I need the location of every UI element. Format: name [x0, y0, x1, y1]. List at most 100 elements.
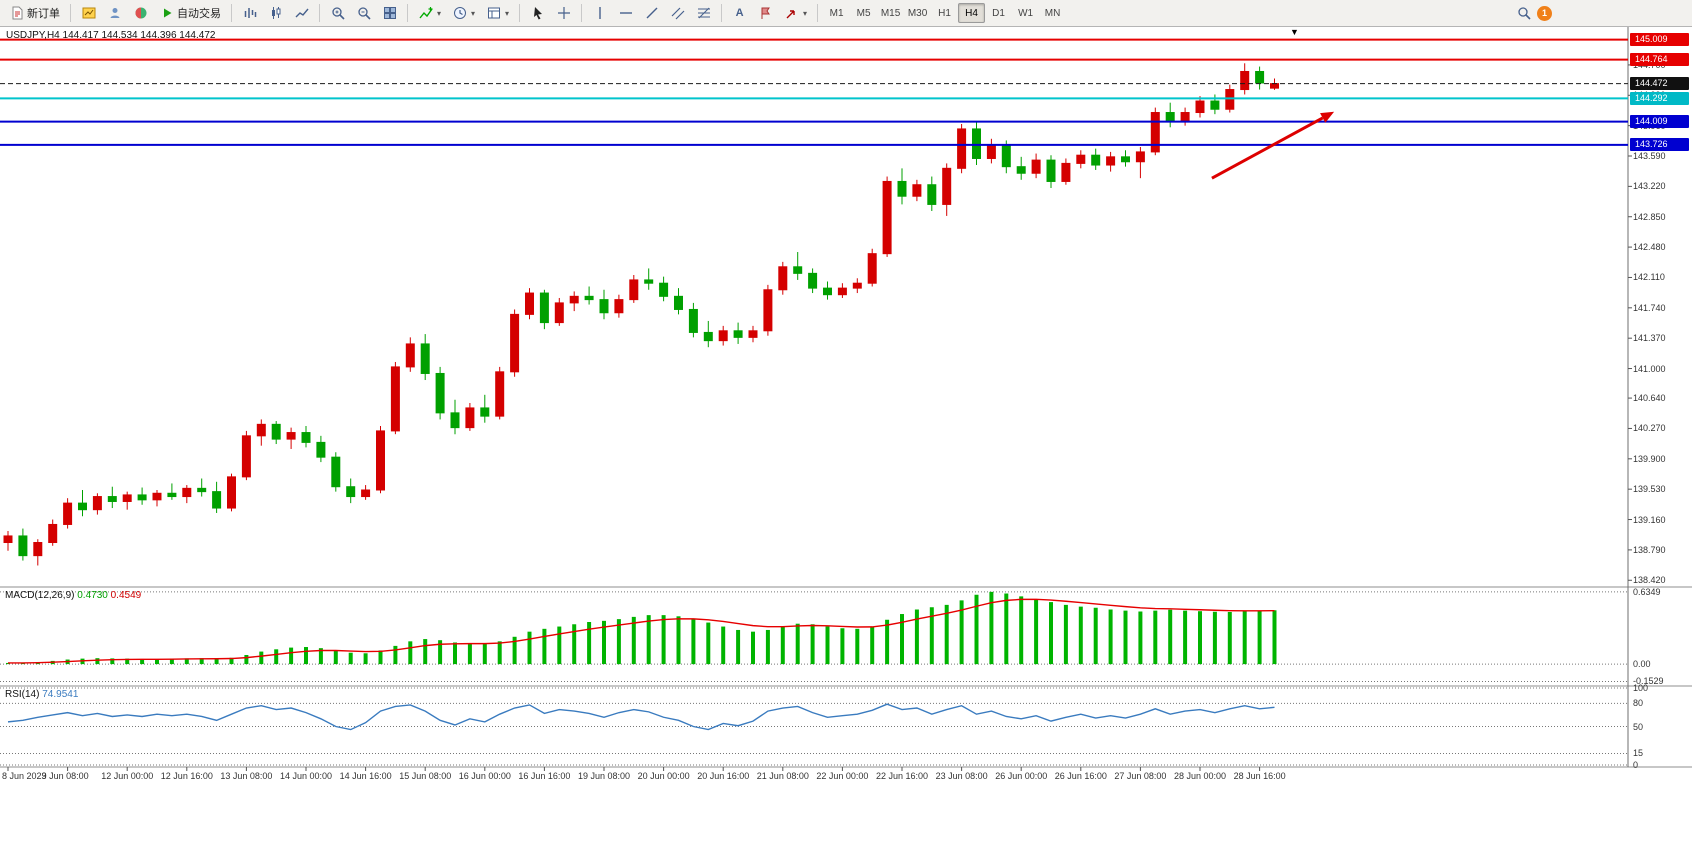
candle	[733, 330, 743, 338]
cursor-tool-button[interactable]	[525, 2, 550, 24]
candle	[793, 266, 803, 274]
candle	[584, 295, 594, 301]
crosshair-tool-button[interactable]	[551, 2, 576, 24]
candle	[674, 295, 683, 310]
timeframe-mn[interactable]: MN	[1044, 7, 1061, 19]
candle	[927, 184, 937, 205]
candle	[107, 496, 117, 502]
candlestick-series	[3, 63, 1279, 566]
trendline-icon	[644, 6, 659, 21]
candle	[63, 502, 73, 525]
zoom-in-button[interactable]	[325, 2, 350, 24]
candle	[3, 535, 13, 544]
candle	[1076, 154, 1086, 164]
timeframe-m30[interactable]: M30	[907, 7, 928, 19]
rsi-panel-label: RSI(14) 74.9541	[5, 689, 78, 700]
chevron-down-icon: ▾	[803, 8, 808, 18]
candle	[614, 299, 624, 314]
rsi-line	[7, 703, 1275, 731]
candle	[912, 184, 922, 197]
indicators-button[interactable]: ▾	[413, 2, 446, 24]
zoom-out-button[interactable]	[351, 2, 376, 24]
tile-windows-icon	[382, 6, 397, 21]
candle	[346, 486, 356, 498]
autotrading-icon	[159, 6, 174, 21]
candle	[420, 343, 430, 374]
candle	[1195, 100, 1205, 114]
notification-badge[interactable]: 1	[1537, 5, 1552, 21]
candle	[525, 292, 534, 315]
candle	[167, 492, 177, 498]
market-watch-button[interactable]	[128, 2, 153, 24]
profiles-button[interactable]	[102, 2, 127, 24]
candle	[480, 407, 490, 417]
timeframe-m1[interactable]: M1	[829, 7, 844, 19]
toolbar-separator	[319, 4, 320, 22]
toolbar-separator	[721, 4, 723, 22]
timeframe-h4[interactable]: H4	[958, 3, 986, 23]
candle	[1091, 154, 1101, 166]
new-order-icon	[9, 6, 24, 21]
label-tool-button[interactable]	[753, 2, 778, 24]
candle	[376, 430, 385, 491]
periods-button[interactable]: ▾	[447, 2, 480, 24]
line-chart-button[interactable]	[289, 2, 314, 24]
chart-shift-marker[interactable]: ▼	[1290, 27, 1299, 37]
fibonacci-tool-button[interactable]	[691, 2, 716, 24]
label-icon	[758, 6, 773, 21]
bar-chart-button[interactable]	[237, 2, 262, 24]
channel-tool-button[interactable]	[665, 2, 690, 24]
timeframe-d1[interactable]: D1	[992, 7, 1005, 19]
chevron-down-icon: ▾	[471, 8, 476, 18]
periods-icon	[452, 6, 467, 21]
horizontal-line-tool-button[interactable]	[613, 2, 638, 24]
text-tool-button[interactable]: A	[727, 2, 752, 24]
candle	[703, 331, 713, 342]
templates-button[interactable]: ▾	[481, 2, 514, 24]
channel-icon	[670, 6, 685, 21]
candle	[957, 128, 967, 169]
candle	[972, 128, 981, 159]
timeframe-w1[interactable]: W1	[1018, 7, 1034, 19]
candle	[778, 266, 788, 291]
zoom-out-icon	[356, 6, 371, 21]
chart-title: USDJPY,H4 144.417 144.534 144.396 144.47…	[6, 30, 215, 41]
candle	[271, 423, 281, 440]
vertical-line-tool-button[interactable]	[587, 2, 612, 24]
macd-indicator-name: MACD(12,26,9)	[5, 590, 75, 601]
candle	[152, 492, 162, 501]
auto-trading-label: 自动交易	[177, 8, 221, 20]
chart-symbol-period: USDJPY,H4	[6, 30, 60, 41]
open-chart-button[interactable]	[76, 2, 101, 24]
toolbar-separator	[519, 4, 521, 22]
auto-trading-button[interactable]: 自动交易	[154, 2, 226, 24]
trendline-tool-button[interactable]	[639, 2, 664, 24]
candle	[629, 279, 639, 301]
timeframe-m5[interactable]: M5	[856, 7, 871, 19]
candle	[1135, 151, 1145, 163]
trend-arrow[interactable]	[1211, 116, 1324, 180]
candle	[823, 287, 832, 296]
candle	[1106, 156, 1116, 166]
candle	[837, 287, 847, 296]
arrows-tool-button[interactable]: ▾	[779, 2, 812, 24]
candle	[256, 423, 266, 437]
candle	[212, 491, 222, 509]
chart-ohlc-values: 144.417 144.534 144.396 144.472	[62, 30, 216, 41]
timeframe-toolbar: M1 M5 M15 M30 H1 H4 D1 W1 MN	[823, 3, 1066, 23]
macd-signal-line	[7, 598, 1275, 664]
toolbar-separator	[817, 4, 819, 22]
timeframe-m15[interactable]: M15	[880, 7, 901, 19]
tile-windows-button[interactable]	[377, 2, 402, 24]
timeframe-h1[interactable]: H1	[938, 7, 951, 19]
search-button[interactable]	[1511, 2, 1536, 24]
vertical-line-icon	[592, 6, 607, 21]
candle	[1150, 112, 1160, 153]
candle	[1255, 70, 1265, 84]
candlestick-chart-button[interactable]	[263, 2, 288, 24]
candle	[227, 476, 236, 509]
new-order-button[interactable]: 新订单	[4, 2, 65, 24]
macd-panel-label: MACD(12,26,9) 0.4730 0.4549	[5, 590, 141, 601]
